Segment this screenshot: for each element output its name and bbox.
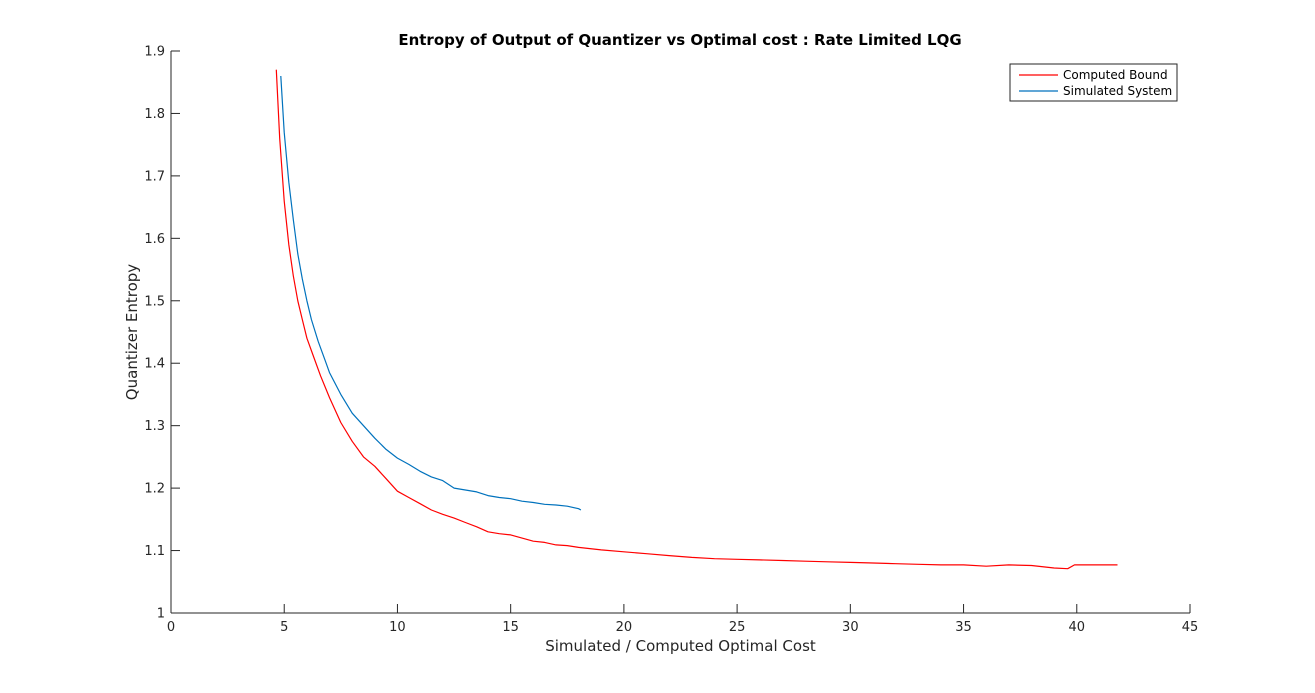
y-tick-label: 1.2 xyxy=(144,482,165,497)
y-axis-title: Quantizer Entropy xyxy=(123,264,141,401)
legend-label-simulated-system: Simulated System xyxy=(1063,84,1172,98)
x-tick-label: 5 xyxy=(280,620,288,635)
y-tick-label: 1.9 xyxy=(144,45,165,60)
y-tick-label: 1.4 xyxy=(144,357,165,372)
x-axis-title: Simulated / Computed Optimal Cost xyxy=(545,637,816,655)
y-tick-label: 1.6 xyxy=(144,232,165,247)
legend-label-computed-bound: Computed Bound xyxy=(1063,68,1168,82)
y-tick-label: 1.8 xyxy=(144,107,165,122)
x-tick-label: 25 xyxy=(729,620,746,635)
x-tick-label: 45 xyxy=(1182,620,1199,635)
x-axis-ticks: 0 5 10 15 20 25 30 35 40 45 xyxy=(167,604,1198,635)
chart-title: Entropy of Output of Quantizer vs Optima… xyxy=(398,31,961,49)
x-tick-label: 40 xyxy=(1069,620,1086,635)
series-line-simulated-system xyxy=(280,75,582,511)
y-tick-label: 1.3 xyxy=(144,419,165,434)
y-axis-ticks: 1 1.1 1.2 1.3 1.4 1.5 1.6 1.7 1.8 1.9 xyxy=(144,45,180,622)
x-tick-label: 30 xyxy=(842,620,859,635)
series-line-computed-bound xyxy=(275,69,1118,570)
series-layer xyxy=(275,69,1118,570)
y-tick-label: 1 xyxy=(157,607,165,622)
x-tick-label: 20 xyxy=(616,620,633,635)
legend: Computed Bound Simulated System xyxy=(1009,63,1178,102)
plot-area xyxy=(171,51,1190,613)
y-tick-label: 1.5 xyxy=(144,294,165,309)
legend-box xyxy=(1009,63,1178,102)
y-tick-label: 1.7 xyxy=(144,169,165,184)
x-tick-label: 0 xyxy=(167,620,175,635)
x-tick-label: 10 xyxy=(389,620,406,635)
x-tick-label: 35 xyxy=(955,620,972,635)
x-tick-label: 15 xyxy=(502,620,519,635)
y-tick-label: 1.1 xyxy=(144,544,165,559)
